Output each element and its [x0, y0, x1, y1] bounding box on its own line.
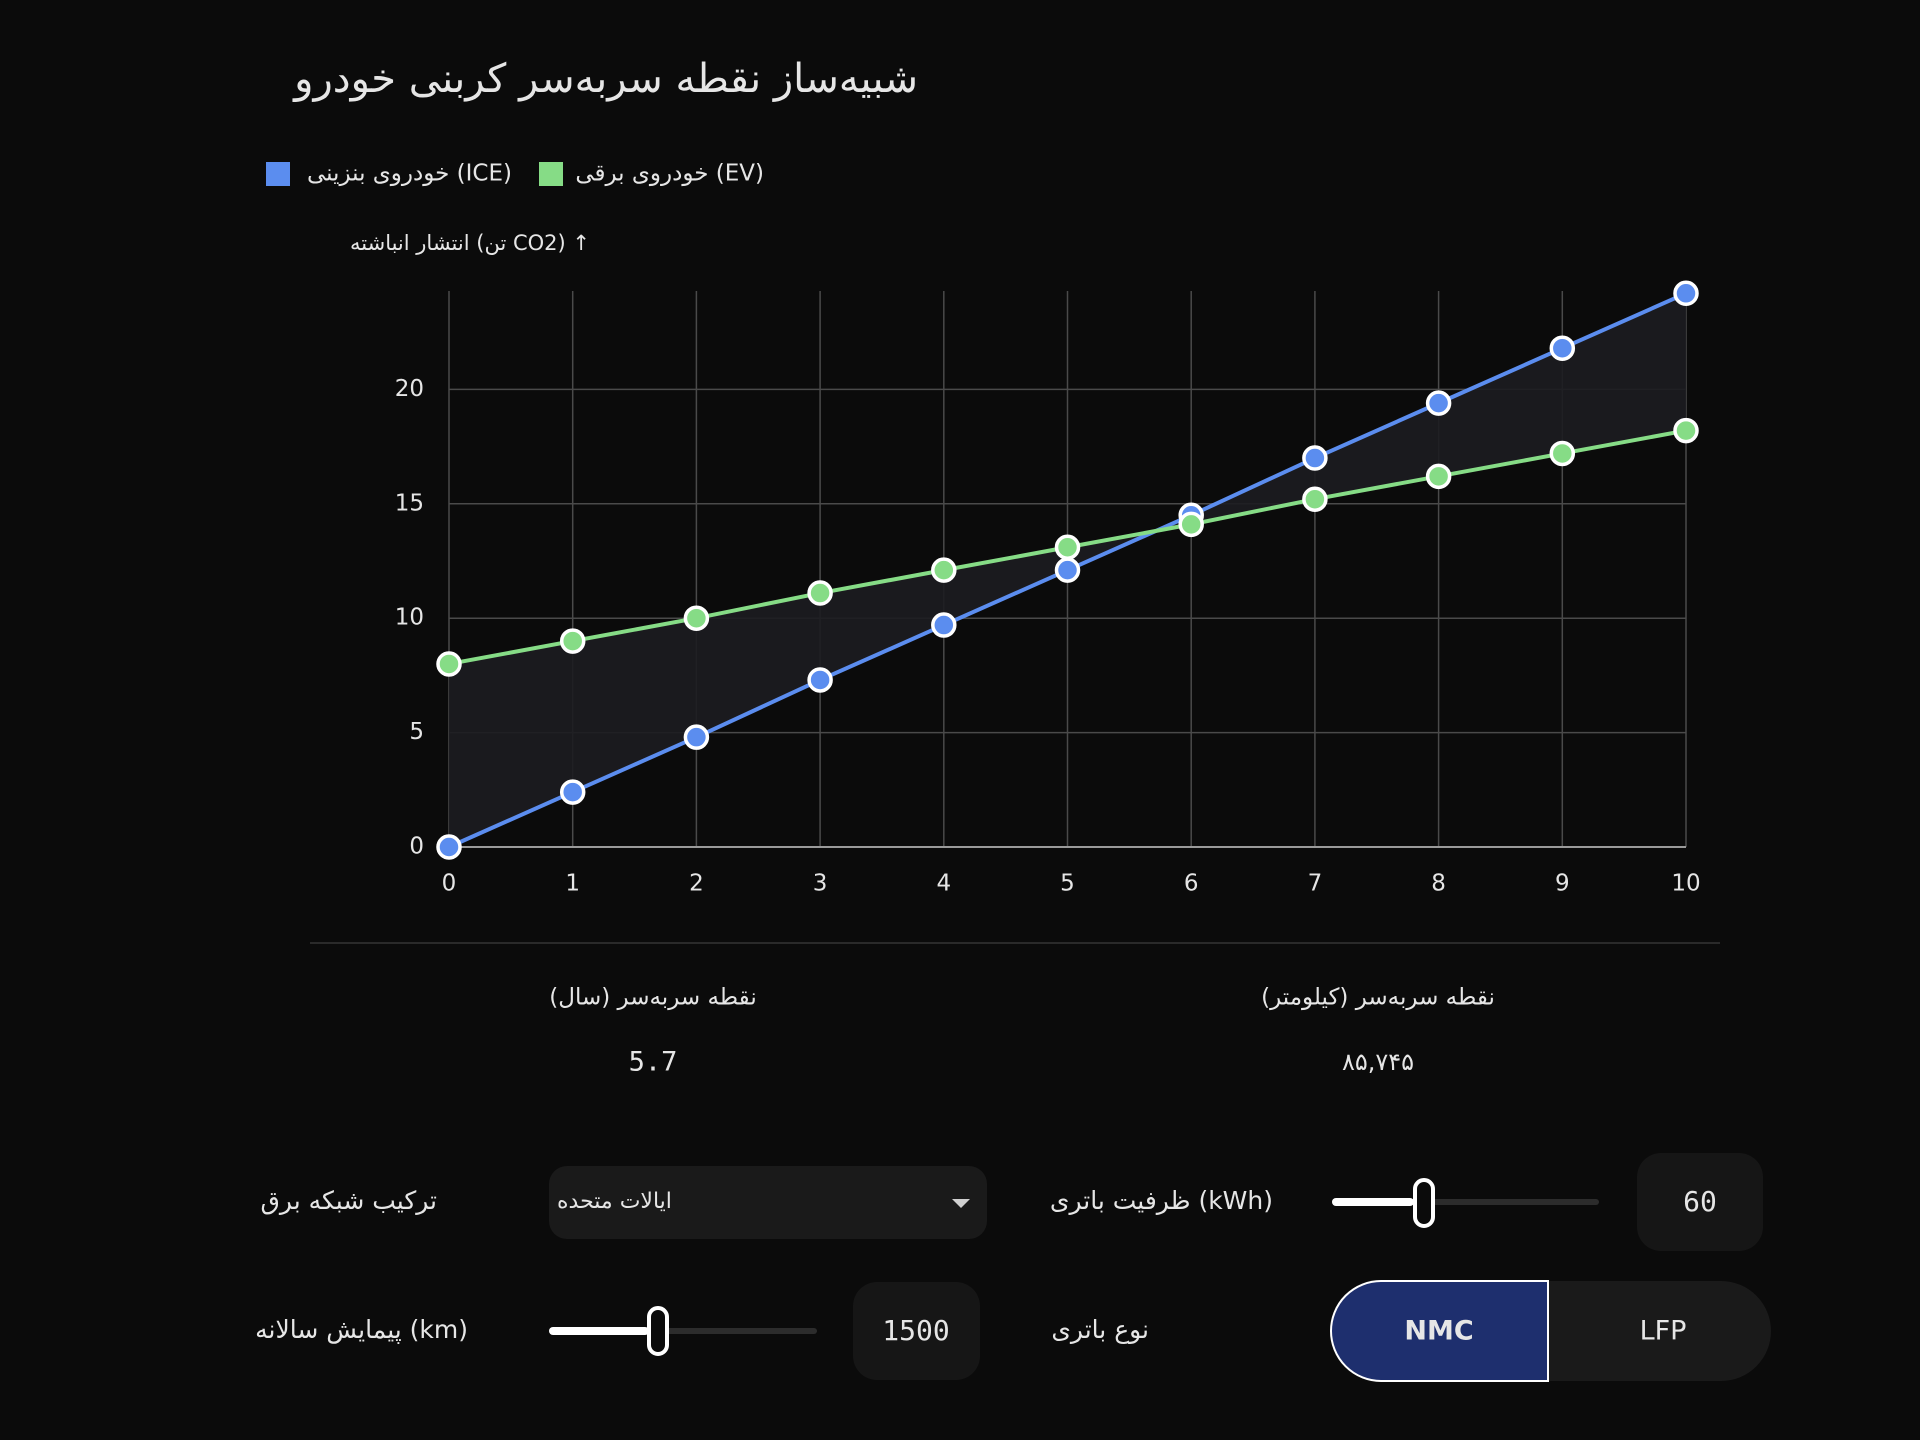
dropdown-value: ایالات متحده: [557, 1189, 672, 1214]
value-box: [1637, 1153, 1763, 1251]
x-tick-label: 0: [442, 871, 457, 897]
legend-swatch: [266, 162, 290, 186]
control-label: پیمایش سالانه (km): [255, 1315, 468, 1344]
data-point: [1054, 557, 1081, 583]
data-point: [1425, 390, 1452, 416]
data-point: [436, 651, 462, 677]
x-tick-label: 2: [689, 871, 704, 897]
data-point: [1425, 463, 1452, 490]
data-point: [436, 834, 462, 860]
data-point: [559, 779, 586, 805]
x-tick-label: 4: [936, 871, 951, 897]
y-tick-label: 20: [395, 376, 424, 402]
data-point: [1054, 534, 1081, 561]
legend-label: خودروی بنزینی (ICE): [307, 161, 512, 187]
segment[interactable]: [1550, 1283, 1720, 1379]
y-tick-label: 10: [395, 605, 424, 631]
data-point: [559, 628, 586, 654]
y-tick-label: 0: [409, 834, 424, 860]
data-point: [1673, 417, 1699, 444]
legend-label: خودروی برقی (EV): [575, 161, 764, 187]
slider-fill: [549, 1327, 649, 1335]
data-point: [1673, 280, 1699, 307]
plot: 0 1 2 3 4 5 6 7 8 9 10 0 5 10 15 20: [395, 280, 1701, 897]
data-point: [683, 605, 710, 631]
data-point: [931, 557, 957, 583]
dropdown[interactable]: [549, 1166, 987, 1239]
data-point: [683, 724, 710, 750]
y-tick-label: 5: [409, 719, 424, 745]
data-point: [1302, 445, 1328, 471]
stat-value: ۸۵,۷۴۵: [1342, 1048, 1414, 1076]
value-box: [853, 1282, 980, 1380]
data-point: [807, 580, 833, 606]
x-tick-label: 5: [1060, 871, 1075, 897]
stat-label: نقطه سربه‌سر (کیلومتر): [1261, 985, 1495, 1011]
slider-fill: [1332, 1198, 1414, 1206]
chart-title: شبیه‌ساز نقطه سربه‌سر کربنی خودرو: [292, 56, 918, 102]
slider-value: 60: [1683, 1185, 1717, 1218]
data-point: [1549, 335, 1576, 361]
segment-label: NMC: [1404, 1316, 1473, 1347]
stat-value: 5.7: [629, 1047, 678, 1078]
data-point: [1302, 486, 1328, 512]
data-point: [1178, 511, 1204, 538]
data-point: [931, 612, 957, 638]
x-tick-label: 3: [813, 871, 828, 897]
legend-swatch: [539, 162, 563, 186]
x-tick-label: 9: [1555, 871, 1570, 897]
y-tick-label: 15: [395, 490, 424, 516]
control-label: ظرفیت باتری (kWh): [1050, 1186, 1273, 1215]
slider-value: 1500: [882, 1314, 949, 1347]
segment-selected[interactable]: [1330, 1280, 1549, 1382]
x-tick-label: 8: [1431, 871, 1446, 897]
x-tick-label: 7: [1308, 871, 1323, 897]
y-axis-label: انتشار انباشته (تن CO2) ↑: [350, 231, 590, 255]
segment-label: LFP: [1640, 1316, 1687, 1347]
control-label: نوع باتری: [1051, 1315, 1149, 1344]
x-tick-label: 10: [1671, 871, 1700, 897]
control-label: ترکیب شبکه برق: [261, 1186, 438, 1215]
dropdown-arrow: [952, 1199, 970, 1208]
x-tick-label: 1: [565, 871, 580, 897]
data-point: [1549, 440, 1576, 467]
x-tick-label: 6: [1184, 871, 1199, 897]
stat-label: نقطه سربه‌سر (سال): [549, 985, 756, 1011]
slider-thumb[interactable]: [1413, 1178, 1435, 1228]
slider-thumb[interactable]: [647, 1306, 669, 1356]
data-point: [807, 667, 833, 693]
